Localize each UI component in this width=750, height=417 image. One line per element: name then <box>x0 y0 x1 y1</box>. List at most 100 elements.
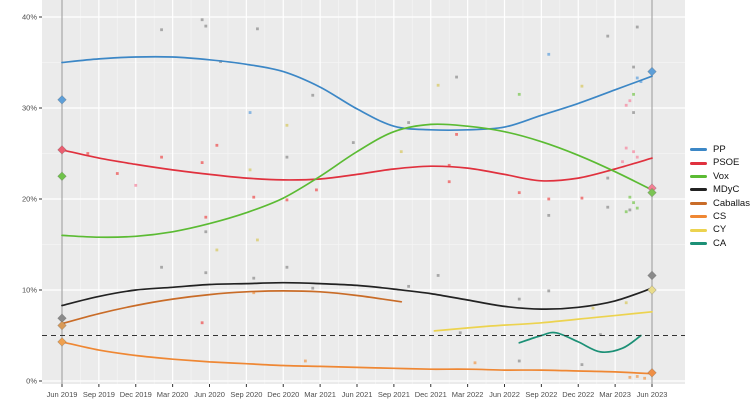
poll-scatter-point <box>580 363 584 367</box>
poll-scatter-point <box>517 191 521 195</box>
poll-scatter-point <box>547 213 551 217</box>
election-result-marker-vox <box>647 187 657 198</box>
x-axis-label: Dec 2019 <box>120 390 152 399</box>
legend-label: Vox <box>713 170 729 182</box>
poll-scatter-point <box>632 92 635 96</box>
x-axis-label: Jun 2021 <box>342 390 373 399</box>
poll-scatter-point <box>436 83 440 87</box>
poll-scatter-point <box>632 111 635 114</box>
poll-scatter-point <box>315 188 318 192</box>
poll-scatter-point <box>252 276 256 280</box>
poll-scatter-point <box>311 286 315 290</box>
legend-swatch-mdyc-icon <box>690 188 707 192</box>
election-result-marker-caballas <box>57 320 67 331</box>
election-result-marker-pp <box>647 66 657 77</box>
poll-scatter-point <box>598 333 602 336</box>
poll-scatter-point <box>624 103 628 107</box>
poll-scatter-point <box>606 176 610 180</box>
x-axis-label: Dec 2020 <box>267 390 299 399</box>
x-axis-label: Mar 2020 <box>157 390 189 399</box>
trend-line-cy <box>433 310 653 332</box>
poll-scatter-point <box>517 297 521 301</box>
x-axis-label: Sep 2019 <box>83 390 115 399</box>
election-result-marker-mdyc <box>647 270 657 281</box>
poll-scatter-point <box>624 301 628 305</box>
poll-scatter-point <box>200 321 204 325</box>
poll-scatter-point <box>215 248 219 252</box>
poll-scatter-point <box>248 168 252 172</box>
poll-scatter-point <box>635 76 639 80</box>
poll-scatter-point <box>200 18 204 22</box>
poll-scatter-point <box>200 161 204 164</box>
poll-scatter-point <box>248 111 252 114</box>
y-axis-label: 20% <box>22 195 37 204</box>
poll-scatter-point <box>285 123 289 127</box>
chart-legend: PP PSOE Vox MDyC Caballas CS CY CA <box>690 143 750 250</box>
legend-label: Caballas <box>713 197 750 209</box>
poll-scatter-point <box>303 359 307 363</box>
poll-scatter-point <box>285 198 289 202</box>
poll-scatter-point <box>160 155 163 159</box>
election-result-marker-cs <box>57 337 67 347</box>
legend-label: CA <box>713 237 727 249</box>
poll-scatter-point <box>624 146 628 150</box>
poll-scatter-point <box>517 359 521 363</box>
poll-scatter-point <box>580 196 584 200</box>
poll-scatter-point <box>455 132 458 136</box>
poll-scatter-point <box>632 201 635 205</box>
poll-scatter-point <box>547 197 551 201</box>
poll-scatter-point <box>517 92 521 96</box>
legend-swatch-caballas-icon <box>690 201 707 205</box>
y-axis-label: 40% <box>22 13 37 22</box>
election-result-marker-vox <box>57 171 67 181</box>
legend-swatch-pp-icon <box>690 148 707 152</box>
legend-item-cs: CS <box>690 210 750 223</box>
legend-item-pp: PP <box>690 143 750 156</box>
poll-scatter-point <box>455 75 458 79</box>
poll-scatter-point <box>635 206 639 210</box>
legend-label: PP <box>713 143 726 155</box>
x-axis-label: Sep 2020 <box>230 390 262 399</box>
poll-scatter-point <box>256 238 259 242</box>
x-axis-label: Mar 2021 <box>304 390 336 399</box>
legend-swatch-psoe-icon <box>690 161 707 165</box>
x-axis-label: Sep 2021 <box>378 390 410 399</box>
poll-scatter-point <box>547 289 551 293</box>
poll-scatter-point <box>436 274 440 277</box>
poll-scatter-point <box>285 265 289 269</box>
poll-scatter-point <box>591 306 595 310</box>
x-axis-label: Jun 2023 <box>637 390 668 399</box>
poll-scatter-point <box>86 152 90 155</box>
poll-scatter-point <box>252 195 256 199</box>
x-axis-label: Jun 2020 <box>194 390 225 399</box>
poll-scatter-point <box>407 284 411 288</box>
legend-swatch-cy-icon <box>690 228 707 232</box>
poll-scatter-point <box>399 150 403 154</box>
election-result-marker-cy <box>647 285 657 295</box>
y-axis-label: 0% <box>26 377 37 386</box>
trend-line-pp <box>61 55 653 132</box>
poll-scatter-point <box>639 80 643 84</box>
poll-scatter-point <box>458 331 462 335</box>
poll-scatter-point <box>204 24 208 28</box>
legend-swatch-cs-icon <box>690 215 707 219</box>
legend-item-caballas: Caballas <box>690 197 750 210</box>
legend-item-cy: CY <box>690 223 750 236</box>
poll-scatter-point <box>252 291 256 295</box>
poll-scatter-point <box>351 141 355 144</box>
poll-scatter-point <box>204 271 208 275</box>
x-axis-label: Dec 2021 <box>415 390 447 399</box>
poll-scatter-point <box>547 52 551 56</box>
poll-scatter-point <box>635 25 639 29</box>
legend-label: PSOE <box>713 157 740 169</box>
legend-label: CS <box>713 210 727 222</box>
election-result-marker-cs <box>647 368 657 378</box>
x-axis-label: Sep 2022 <box>525 390 557 399</box>
x-axis-label: Jun 2022 <box>489 390 520 399</box>
x-axis-label: Mar 2023 <box>599 390 631 399</box>
legend-label: MDyC <box>713 184 740 196</box>
poll-scatter-point <box>134 183 138 187</box>
poll-scatter-point <box>635 375 639 378</box>
